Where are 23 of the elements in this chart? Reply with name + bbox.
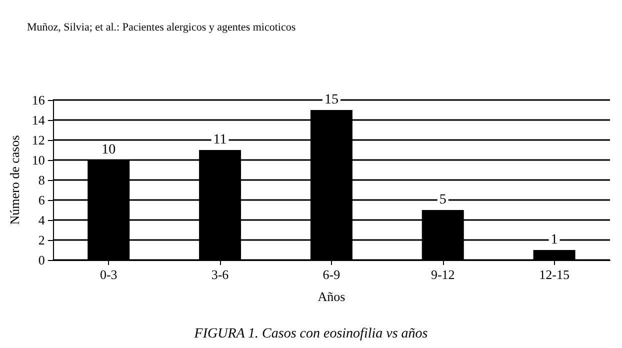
y-tick-label: 0 (38, 252, 45, 268)
y-tick-label: 2 (38, 232, 45, 248)
x-axis-title: Años (318, 289, 346, 304)
y-tick-label: 12 (32, 132, 45, 148)
y-tick-label: 16 (32, 92, 46, 108)
data-label: 10 (102, 142, 116, 158)
data-label: 11 (213, 132, 227, 148)
y-tick-label: 14 (32, 112, 46, 128)
x-tick-label: 12-15 (539, 267, 570, 282)
x-tick-label: 0-3 (100, 267, 118, 282)
y-tick-label: 10 (32, 152, 45, 168)
x-tick-label: 9-12 (430, 267, 455, 282)
y-axis-title: Número de casos (7, 135, 22, 225)
text: Muñoz, Silvia; et al.: Pacientes alergicos y agentes micoticos (27, 22, 296, 34)
data-label: 15 (324, 92, 338, 108)
text: FIGURA 1. Casos con eosinofilia vs años (193, 326, 428, 342)
data-label: 1 (550, 232, 558, 248)
x-tick-label: 6-9 (322, 267, 340, 282)
data-label: 5 (439, 192, 446, 208)
y-tick-label: 8 (38, 172, 45, 188)
y-tick-label: 6 (38, 192, 46, 208)
y-tick-label: 4 (38, 212, 46, 228)
x-tick-label: 3-6 (211, 267, 230, 282)
